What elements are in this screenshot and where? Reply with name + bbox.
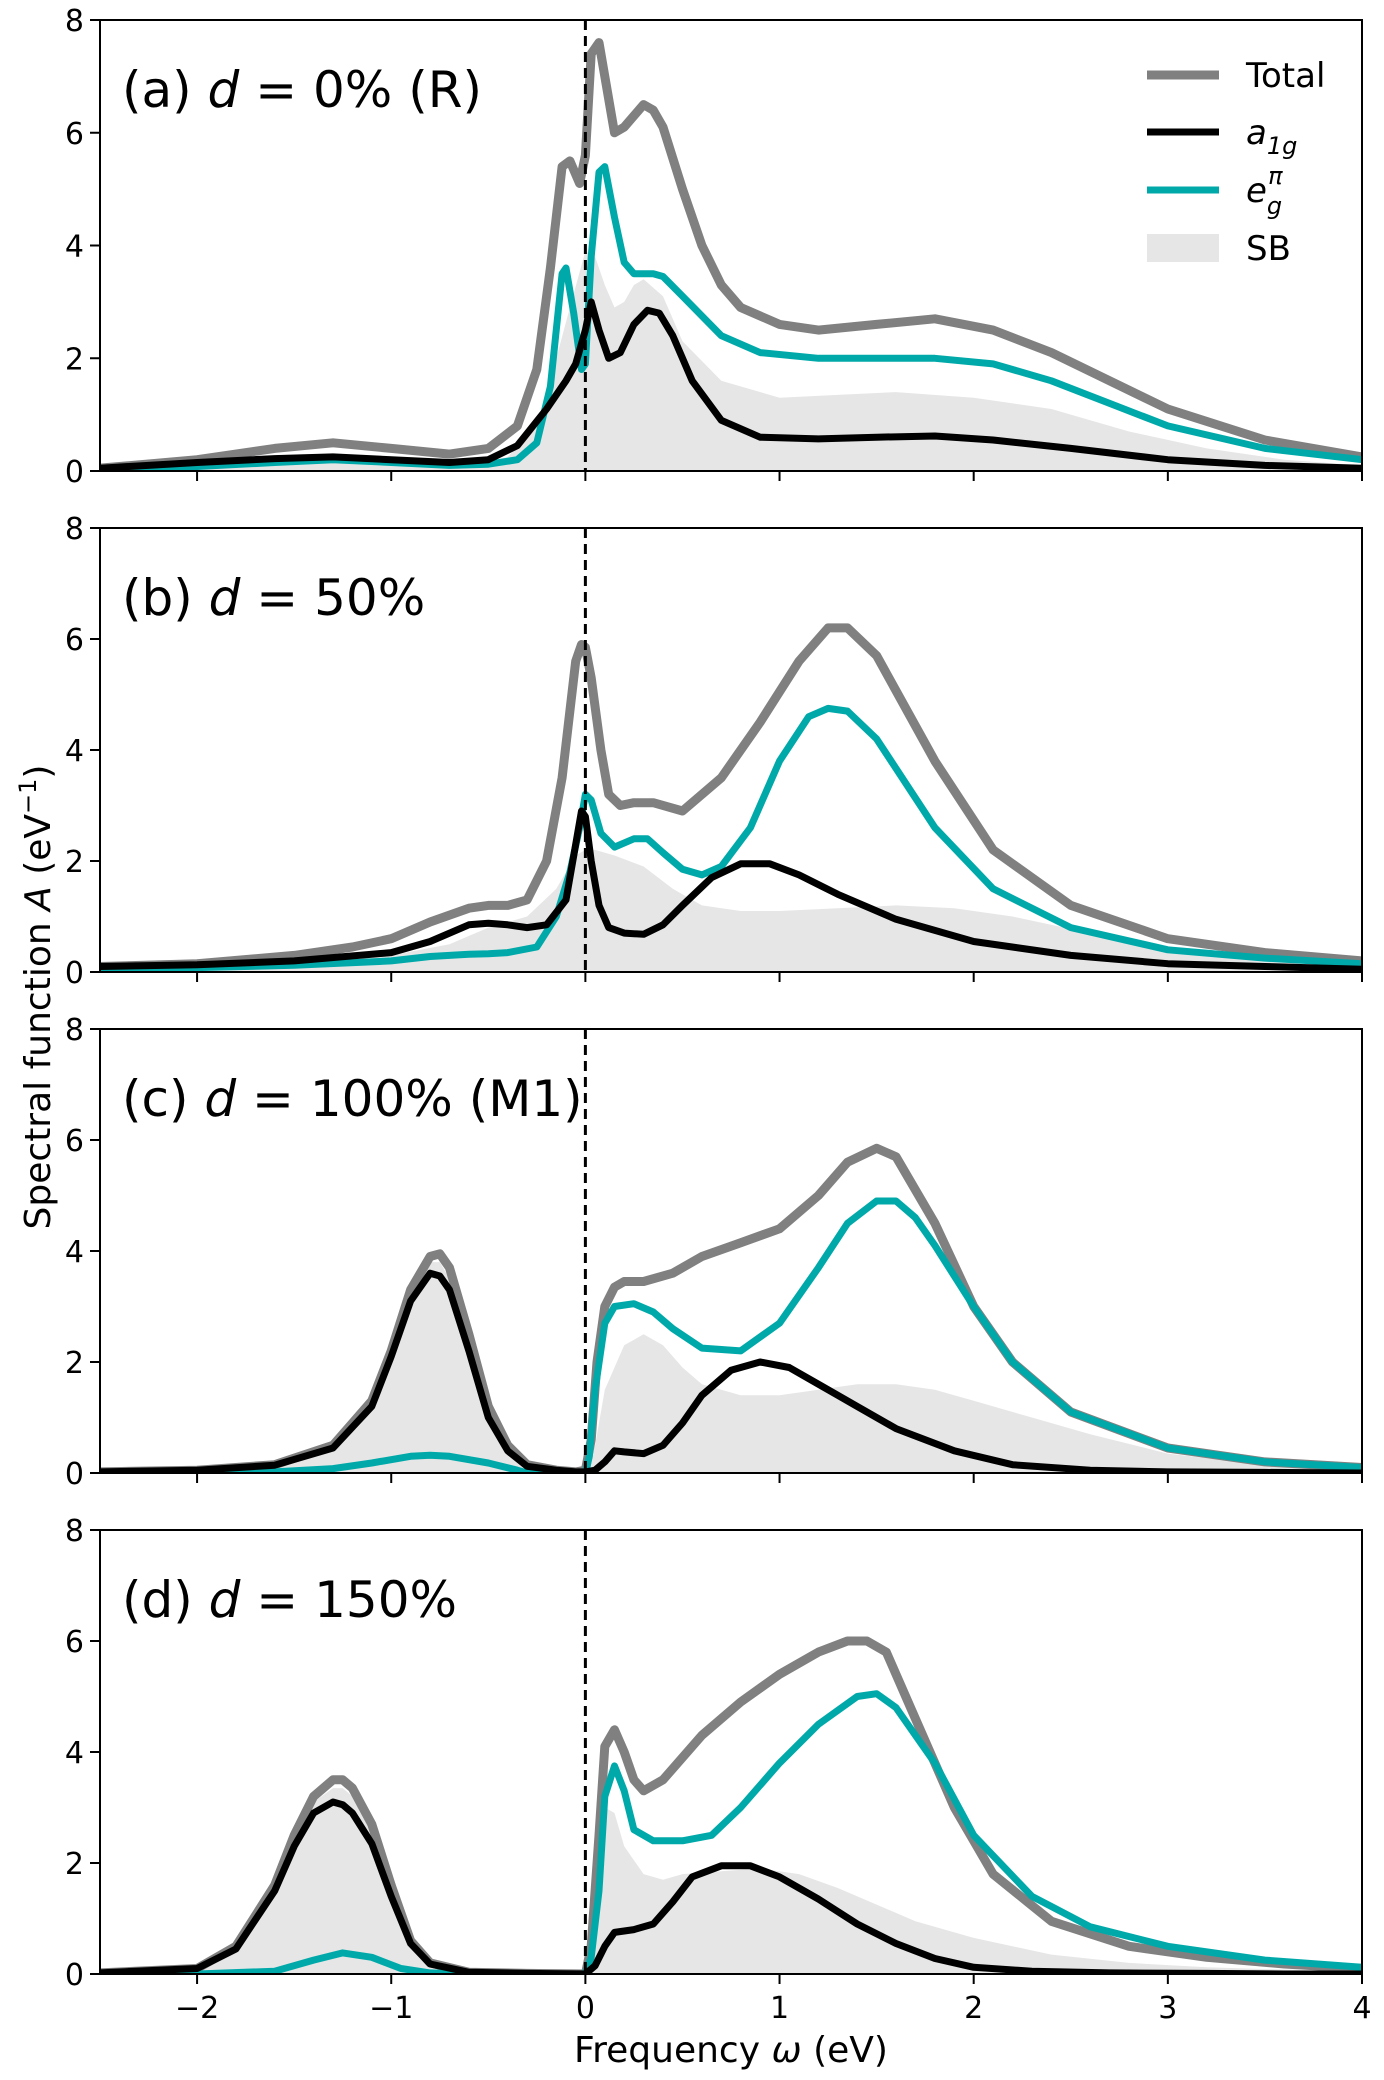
panel-3-label: (d) d = 150% [122, 1571, 457, 1629]
xtick-label: 3 [1158, 1991, 1177, 2026]
y-axis-label: Spectral function A (eV−1) [14, 765, 59, 1230]
panel-3-ytick-label: 4 [65, 1736, 84, 1771]
panel-2-series-a1g-line [100, 1269, 1362, 1473]
panel-2-ytick-label: 6 [65, 1124, 84, 1159]
panel-3-sb-area [100, 1788, 1362, 1974]
panel-2-label: (c) d = 100% (M1) [122, 1070, 583, 1128]
panel-3-plot-area [100, 1636, 1362, 1974]
panel-0-sb-area [100, 251, 1362, 471]
legend-label-egpi: egπ [1246, 162, 1283, 220]
panel-0-ytick-label: 2 [65, 342, 84, 377]
panel-0-ytick-label: 4 [65, 230, 84, 265]
panel-3-series-a1g-line [100, 1798, 1362, 1974]
panel-2-ytick-label: 2 [65, 1346, 84, 1381]
panel-1-sb-area [100, 849, 1362, 972]
panel-0-ytick-label: 6 [65, 117, 84, 152]
panel-3-ytick-label: 0 [65, 1958, 84, 1993]
panel-0-series-a1g-line [100, 298, 1362, 471]
panel-0-series-egpi-line [100, 163, 1362, 471]
panel-2-series-egpi-line [100, 1197, 1362, 1473]
panel-1-ytick-label: 8 [65, 512, 84, 547]
panel-0-ytick-label: 0 [65, 455, 84, 490]
panel-3-ytick-label: 2 [65, 1847, 84, 1882]
panel-0-plot-area [100, 38, 1362, 471]
xtick-label: −2 [175, 1991, 219, 2026]
panel-0-ytick-label: 8 [65, 4, 84, 39]
xtick-label: 0 [576, 1991, 595, 2026]
panel-2-ytick-label: 4 [65, 1235, 84, 1270]
panel-1-series-total-line [100, 623, 1362, 971]
panel-1-plot-area [100, 623, 1362, 972]
panel-1-series-a1g-line [100, 807, 1362, 972]
xtick-label: 4 [1352, 1991, 1371, 2026]
panel-0-label: (a) d = 0% (R) [122, 61, 482, 119]
panel-1-ytick-label: 6 [65, 623, 84, 658]
legend-label-a1g: a1g [1246, 113, 1297, 160]
panel-2-ytick-label: 8 [65, 1013, 84, 1048]
legend-label-sb: SB [1246, 229, 1291, 269]
panel-0-series-total-line [100, 38, 1362, 471]
panel-1-series-egpi-line [100, 704, 1362, 972]
panel-3-ytick-label: 6 [65, 1625, 84, 1660]
panel-2-plot-area [100, 1143, 1362, 1473]
panel-3-series-egpi-line [100, 1690, 1362, 1974]
legend-swatch-sb [1147, 234, 1219, 262]
legend-label-total: Total [1245, 56, 1325, 96]
panel-1-label: (b) d = 50% [122, 569, 425, 627]
panel-1-ytick-label: 0 [65, 956, 84, 991]
panel-2-ytick-label: 0 [65, 1457, 84, 1492]
panel-2-sb-area [100, 1262, 1362, 1473]
xtick-label: 1 [770, 1991, 789, 2026]
xtick-label: −1 [369, 1991, 413, 2026]
panel-3-ytick-label: 8 [65, 1514, 84, 1549]
panel-1-ytick-label: 2 [65, 845, 84, 880]
panel-1-ytick-label: 4 [65, 734, 84, 769]
xtick-label: 2 [964, 1991, 983, 2026]
x-axis-label: Frequency ω (eV) [574, 2030, 888, 2071]
